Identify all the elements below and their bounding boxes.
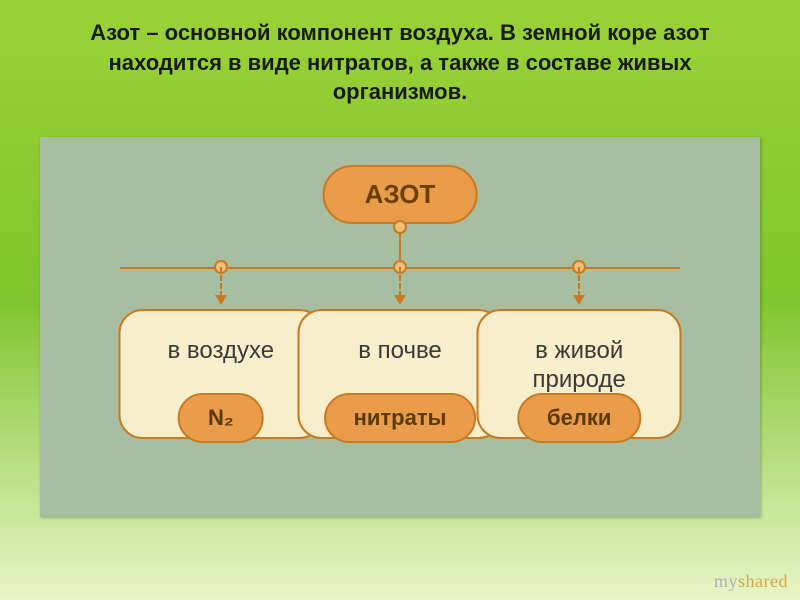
page-title: Азот – основной компонент воздуха. В зем… [0, 0, 800, 115]
connector-vline-1 [399, 267, 401, 297]
diagram-panel: АЗОТ в воздухеN₂в почвенитратыв живой пр… [40, 137, 760, 517]
child-node-2: в живой природебелки [477, 309, 682, 439]
connector-vline-2 [578, 267, 580, 297]
connector-arrow-0 [215, 295, 227, 305]
child-label-0: N₂ [178, 393, 264, 443]
connector-dot-top [393, 220, 407, 234]
connector-arrow-1 [394, 295, 406, 305]
child-label-1: нитраты [324, 393, 477, 443]
child-node-1: в почвенитраты [298, 309, 503, 439]
watermark-part2: shared [738, 571, 788, 591]
child-node-0: в воздухеN₂ [118, 309, 323, 439]
connector-vline-0 [220, 267, 222, 297]
child-label-2: белки [517, 393, 641, 443]
watermark: myshared [714, 571, 788, 592]
watermark-part1: my [714, 571, 738, 591]
connector-arrow-2 [573, 295, 585, 305]
root-node: АЗОТ [323, 165, 478, 224]
